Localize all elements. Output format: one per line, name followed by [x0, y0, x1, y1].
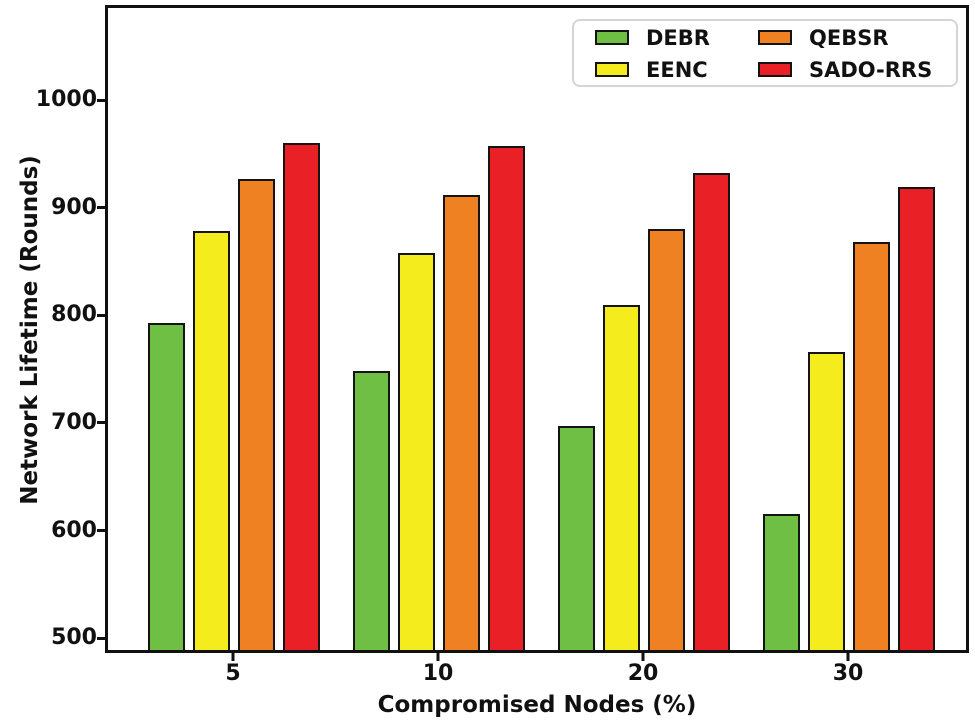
y-axis-label: Network Lifetime (Rounds)	[17, 155, 43, 505]
x-axis-label: Compromised Nodes (%)	[377, 692, 697, 718]
bar-QEBSR-5	[237, 178, 275, 650]
legend: DEBR EENC QEBSR SADO-RRS	[572, 19, 958, 87]
bar-QEBSR-10	[442, 194, 480, 650]
y-tick-label-600: 600	[51, 517, 97, 543]
legend-label-EENC: EENC	[646, 58, 708, 82]
x-tick-label-20: 20	[627, 661, 659, 686]
y-tick-mark-500	[97, 636, 105, 640]
x-tick-label-30: 30	[832, 661, 864, 686]
legend-swatch-DEBR	[595, 30, 629, 45]
x-tick-label-5: 5	[225, 661, 241, 686]
y-tick-mark-800	[97, 313, 105, 317]
bar-SADO-RRS-5	[282, 143, 320, 650]
bar-DEBR-30	[762, 514, 800, 650]
x-tick-mark-30	[846, 653, 850, 661]
legend-swatch-QEBSR	[758, 30, 792, 45]
y-tick-mark-1000	[97, 98, 105, 102]
bar-SADO-RRS-20	[692, 173, 730, 650]
y-tick-mark-600	[97, 529, 105, 533]
y-tick-label-1000: 1000	[35, 87, 97, 112]
bar-QEBSR-30	[852, 242, 890, 650]
x-tick-mark-5	[231, 653, 235, 661]
bar-DEBR-10	[352, 371, 390, 650]
y-tick-label-500: 500	[51, 625, 97, 651]
bar-EENC-5	[192, 231, 230, 650]
x-tick-mark-10	[436, 653, 440, 661]
bar-SADO-RRS-10	[487, 146, 525, 650]
bar-QEBSR-20	[647, 229, 685, 650]
y-tick-mark-700	[97, 421, 105, 425]
y-tick-label-900: 900	[51, 194, 97, 220]
legend-label-SADO-RRS: SADO-RRS	[809, 58, 933, 82]
bar-DEBR-20	[557, 426, 595, 650]
legend-label-QEBSR: QEBSR	[809, 26, 889, 50]
legend-label-DEBR: DEBR	[646, 26, 710, 50]
bar-SADO-RRS-30	[897, 187, 935, 650]
x-tick-label-10: 10	[422, 661, 454, 686]
x-tick-mark-20	[641, 653, 645, 661]
y-tick-mark-900	[97, 206, 105, 210]
bar-EENC-20	[602, 304, 640, 650]
bar-DEBR-5	[147, 322, 185, 650]
y-tick-label-700: 700	[51, 409, 97, 435]
legend-swatch-EENC	[595, 62, 629, 77]
legend-swatch-SADO-RRS	[758, 62, 792, 77]
bar-EENC-10	[397, 252, 435, 650]
bar-EENC-30	[807, 351, 845, 650]
y-tick-label-800: 800	[51, 302, 97, 328]
